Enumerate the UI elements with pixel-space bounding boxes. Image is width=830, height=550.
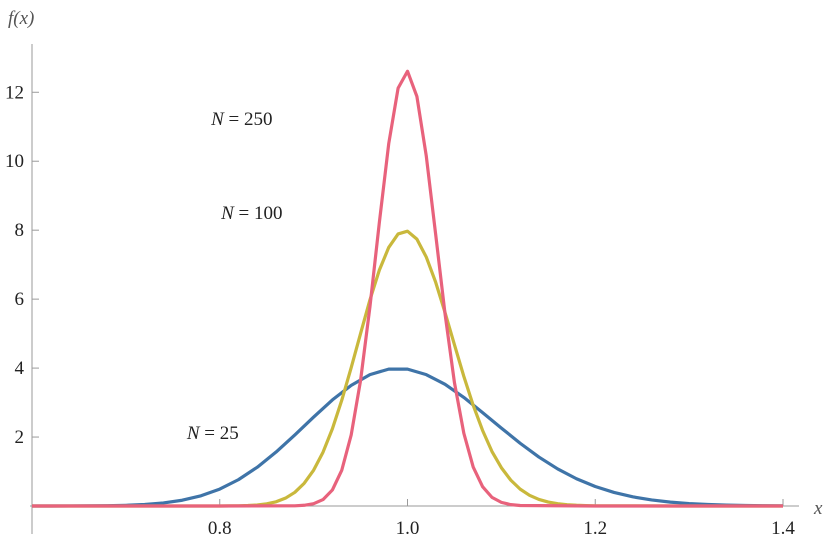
x-tick-label: 0.8	[208, 518, 232, 539]
x-tick-label: 1.0	[396, 518, 420, 539]
label-rest: = 25	[200, 423, 239, 444]
x-axis-title: x	[813, 498, 823, 519]
x-tick-label: 1.4	[771, 518, 795, 539]
label-rest: = 250	[224, 109, 273, 130]
curve-label: N = 100	[220, 203, 282, 224]
curve-label: N = 250	[210, 109, 272, 130]
label-rest: = 100	[234, 203, 283, 224]
curve	[31, 367, 784, 508]
y-tick-label: 2	[15, 427, 25, 448]
curve	[32, 69, 783, 508]
y-tick-label: 8	[15, 220, 25, 241]
y-tick-label: 12	[5, 82, 24, 103]
x-tick-label: 1.2	[583, 518, 607, 539]
symbol: N	[220, 203, 235, 224]
y-tick-label: 10	[5, 151, 24, 172]
y-axis-title: f(x)	[8, 8, 34, 29]
curve	[32, 229, 783, 508]
symbol: N	[186, 423, 201, 444]
symbol: N	[210, 109, 225, 130]
y-tick-label: 6	[15, 289, 25, 310]
curve-label: N = 25	[186, 423, 239, 444]
y-tick-label: 4	[15, 358, 25, 379]
